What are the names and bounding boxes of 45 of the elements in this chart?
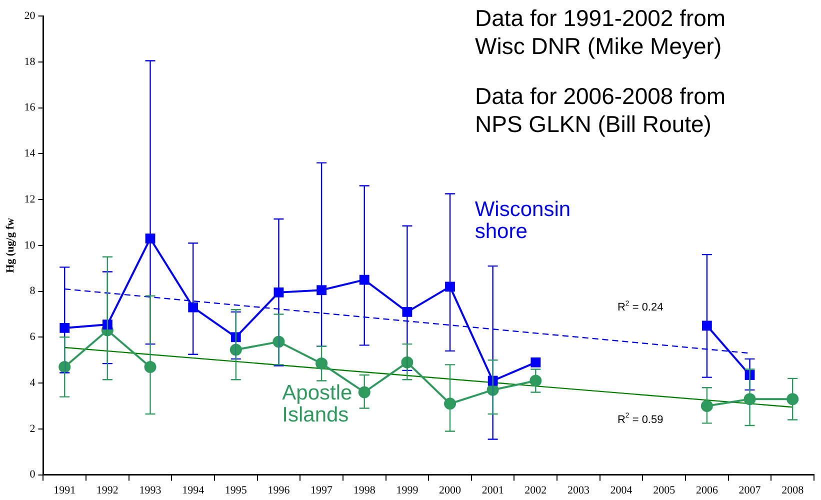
y-tick-label: 2: [30, 422, 36, 435]
y-tick-label: 20: [24, 10, 36, 22]
y-tick-label: 10: [24, 239, 36, 252]
x-tick-label: 2000: [439, 484, 462, 496]
x-tick-label: 1999: [396, 484, 419, 496]
point: [359, 274, 370, 285]
point: [230, 344, 242, 356]
x-tick-label: 2001: [482, 484, 504, 496]
x-tick-label: 2007: [738, 484, 762, 496]
y-tick-label: 12: [24, 193, 36, 206]
annotation: Data for 2006-2008 from NPS GLKN (Bill Route): [475, 82, 726, 137]
x-tick-label: 2006: [696, 484, 718, 496]
point: [316, 285, 326, 296]
y-tick-label: 14: [24, 148, 36, 160]
x-tick-label: 2008: [782, 484, 804, 496]
point: [530, 357, 541, 368]
y-axis-title: Hg (ug/g fw: [4, 218, 16, 273]
x-tick-label: 1995: [224, 484, 248, 496]
point: [786, 393, 799, 406]
x-tick-label: 1994: [182, 484, 205, 496]
point: [444, 398, 456, 410]
point: [700, 400, 713, 412]
x-tick-label: 1996: [268, 484, 290, 496]
x-tick-label: 1993: [139, 484, 162, 496]
x-tick-label: 2003: [567, 484, 590, 496]
point: [188, 302, 198, 312]
y-tick-label: 8: [30, 285, 36, 298]
y-tick-label: 6: [30, 331, 36, 344]
point: [445, 282, 455, 292]
x-tick-label: 1998: [353, 484, 376, 496]
x-tick-label: 1991: [54, 484, 76, 496]
x-tick-label: 2002: [524, 484, 547, 496]
text: Wisconsin shore: [474, 198, 571, 243]
x-tick-label: 2005: [653, 484, 676, 496]
y-tick-label: 4: [30, 376, 36, 389]
point: [60, 323, 70, 333]
y-tick-label: 18: [24, 56, 36, 68]
series-label: Apostle Islands: [282, 381, 352, 426]
y-tick-label: 16: [24, 102, 36, 114]
x-tick-label: 2004: [610, 484, 633, 496]
point: [702, 320, 712, 331]
annotation: Data for 1991-2002 from Wisc DNR (Mike Meyer): [475, 4, 726, 59]
y-tick-label: 0: [30, 468, 36, 481]
x-tick-label: 1992: [96, 484, 118, 496]
x-tick-label: 1997: [310, 484, 334, 496]
